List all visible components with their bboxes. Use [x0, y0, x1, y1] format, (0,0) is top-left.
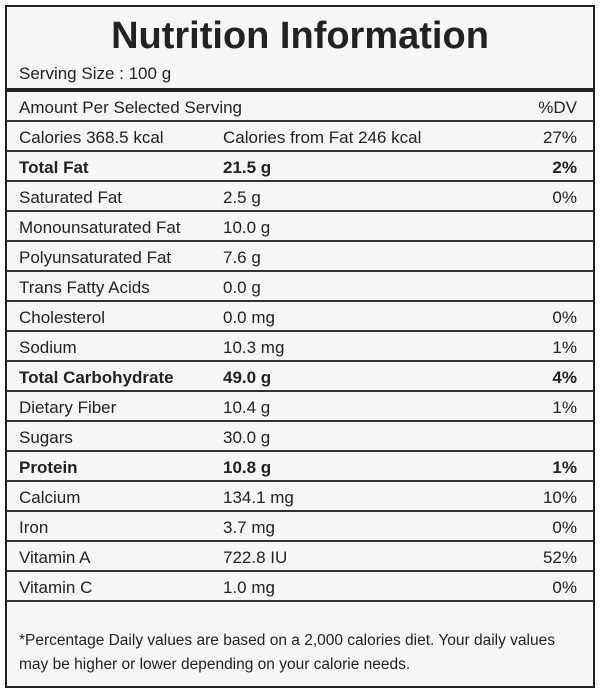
- nutrient-name: Vitamin C: [19, 578, 93, 597]
- nutrient-dv: 1%: [552, 338, 577, 357]
- nutrient-name: Vitamin A: [19, 548, 91, 567]
- title: Nutrition Information: [111, 15, 489, 57]
- nutrient-amount: 3.7 mg: [223, 518, 275, 537]
- nutrient-row: Protein 10.8 g 1%: [7, 452, 593, 482]
- nutrient-dv: 0%: [552, 308, 577, 327]
- nutrient-amount: 10.8 g: [223, 458, 272, 477]
- nutrient-dv: 1%: [552, 458, 577, 477]
- nutrient-amount: 0.0 g: [223, 278, 261, 297]
- nutrient-name: Total Fat: [19, 158, 89, 177]
- header-row: Amount Per Selected Serving %DV: [7, 92, 593, 122]
- nutrient-amount: 2.5 g: [223, 188, 261, 207]
- nutrient-dv: 10%: [542, 488, 577, 507]
- nutrient-name: Sugars: [19, 428, 73, 447]
- nutrient-table: Amount Per Selected Serving %DV Calories…: [7, 88, 593, 602]
- nutrient-name: Calories 368.5 kcal: [19, 128, 164, 147]
- nutrient-dv: 0%: [552, 188, 577, 207]
- nutrient-dv: 0%: [552, 578, 577, 597]
- nutrient-dv: 2%: [552, 158, 577, 177]
- nutrient-name: Polyunsaturated Fat: [19, 248, 172, 267]
- nutrient-row: Sugars 30.0 g: [7, 422, 593, 452]
- nutrient-amount: 49.0 g: [223, 368, 272, 387]
- nutrient-name: Protein: [19, 458, 78, 477]
- nutrient-amount: 1.0 mg: [223, 578, 275, 597]
- nutrient-name: Monounsaturated Fat: [19, 218, 181, 237]
- nutrient-amount: 722.8 IU: [223, 548, 288, 567]
- serving-size: Serving Size : 100 g: [19, 64, 172, 83]
- header-dv: %DV: [538, 98, 577, 117]
- nutrient-amount: 30.0 g: [223, 428, 271, 447]
- nutrient-row: Saturated Fat 2.5 g 0%: [7, 182, 593, 212]
- nutrient-row: Calcium 134.1 mg 10%: [7, 482, 593, 512]
- nutrient-row: Dietary Fiber 10.4 g 1%: [7, 392, 593, 422]
- nutrient-row: Vitamin C 1.0 mg 0%: [7, 572, 593, 602]
- nutrient-dv: 4%: [552, 368, 577, 387]
- nutrient-row: Iron 3.7 mg 0%: [7, 512, 593, 542]
- nutrient-amount: 7.6 g: [223, 248, 261, 267]
- nutrient-row: Calories 368.5 kcal Calories from Fat 246…: [7, 122, 593, 152]
- nutrient-name: Calcium: [19, 488, 81, 507]
- nutrient-row: Total Carbohydrate 49.0 g 4%: [7, 362, 593, 392]
- header-label: Amount Per Selected Serving: [19, 98, 243, 117]
- nutrition-label: Nutrition Information Serving Size : 100…: [5, 5, 595, 688]
- nutrient-name: Trans Fatty Acids: [19, 278, 150, 297]
- nutrient-dv: 27%: [542, 128, 577, 147]
- nutrient-amount: 10.0 g: [223, 218, 271, 237]
- nutrient-amount: 134.1 mg: [223, 488, 294, 507]
- nutrient-row: Vitamin A 722.8 IU 52%: [7, 542, 593, 572]
- nutrient-dv: 0%: [552, 518, 577, 537]
- footnote: *Percentage Daily values are based on a …: [19, 632, 555, 673]
- nutrient-name: Sodium: [19, 338, 77, 357]
- nutrient-amount: Calories from Fat 246 kcal: [223, 128, 422, 147]
- nutrient-amount: 10.4 g: [223, 398, 271, 417]
- nutrient-row: Cholesterol 0.0 mg 0%: [7, 302, 593, 332]
- nutrient-row: Monounsaturated Fat 10.0 g: [7, 212, 593, 242]
- nutrient-row: Total Fat 21.5 g 2%: [7, 152, 593, 182]
- nutrient-amount: 21.5 g: [223, 158, 272, 177]
- nutrient-name: Iron: [19, 518, 49, 537]
- nutrient-row: Polyunsaturated Fat 7.6 g: [7, 242, 593, 272]
- nutrient-dv: 1%: [552, 398, 577, 417]
- nutrient-row: Trans Fatty Acids 0.0 g: [7, 272, 593, 302]
- nutrient-amount: 10.3 mg: [223, 338, 285, 357]
- nutrient-name: Total Carbohydrate: [19, 368, 174, 387]
- nutrient-name: Cholesterol: [19, 308, 105, 327]
- nutrient-amount: 0.0 mg: [223, 308, 275, 327]
- nutrient-name: Saturated Fat: [19, 188, 123, 207]
- nutrient-row: Sodium 10.3 mg 1%: [7, 332, 593, 362]
- nutrient-dv: 52%: [542, 548, 577, 567]
- nutrient-name: Dietary Fiber: [19, 398, 117, 417]
